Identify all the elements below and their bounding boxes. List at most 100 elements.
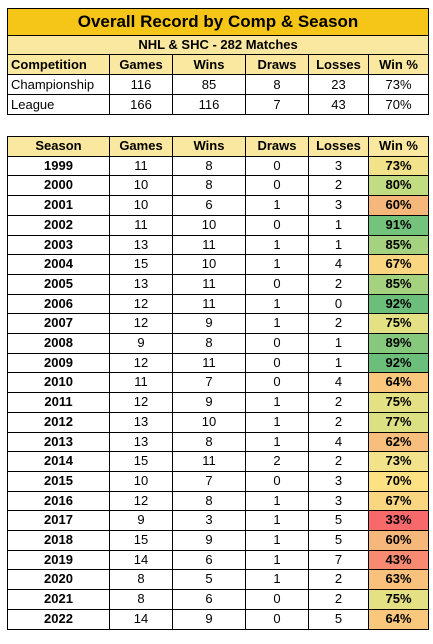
games-cell: 9 bbox=[109, 333, 173, 354]
season-cell: 2009 bbox=[7, 352, 110, 374]
table-row: 2013 13 8 1 4 62% bbox=[7, 431, 429, 453]
wins-cell: 10 bbox=[172, 254, 246, 275]
table-row: 2017 9 3 1 5 33% bbox=[7, 510, 429, 532]
games-cell: 10 bbox=[109, 175, 173, 197]
table-row: 2011 12 9 1 2 75% bbox=[7, 392, 429, 413]
draws-cell: 1 bbox=[245, 254, 309, 275]
draws-cell: 1 bbox=[245, 411, 309, 433]
games-cell: 12 bbox=[109, 392, 173, 413]
wins-cell: 10 bbox=[172, 411, 246, 433]
table-row: League 166 116 7 43 70% bbox=[7, 94, 430, 115]
win-pct-cell: 91% bbox=[368, 214, 429, 236]
games-cell: 11 bbox=[109, 155, 173, 177]
draws-cell: 0 bbox=[245, 352, 309, 374]
page-title: Overall Record by Comp & Season bbox=[6, 8, 430, 36]
draws-cell: 1 bbox=[245, 569, 309, 591]
win-pct-cell: 67% bbox=[368, 490, 429, 512]
win-pct-cell: 70% bbox=[368, 470, 429, 492]
season-header-row: Season Games Wins Draws Losses Win % bbox=[7, 136, 429, 157]
losses-cell: 2 bbox=[308, 569, 369, 591]
draws-cell: 0 bbox=[245, 214, 309, 236]
win-pct-cell: 92% bbox=[368, 352, 429, 374]
table-row: 2015 10 7 0 3 70% bbox=[7, 470, 429, 492]
season-cell: 2008 bbox=[7, 333, 110, 354]
games-cell: 14 bbox=[109, 608, 173, 630]
losses-cell: 23 bbox=[308, 74, 369, 95]
games-cell: 9 bbox=[109, 510, 173, 532]
wins-cell: 8 bbox=[172, 155, 246, 177]
win-pct-cell: 67% bbox=[368, 254, 429, 275]
win-pct-cell: 60% bbox=[368, 530, 429, 551]
draws-cell: 2 bbox=[245, 451, 309, 472]
draws-cell: 0 bbox=[245, 333, 309, 354]
losses-cell: 2 bbox=[308, 175, 369, 197]
season-cell: 2018 bbox=[7, 530, 110, 551]
draws-cell: 1 bbox=[245, 490, 309, 512]
win-pct-cell: 43% bbox=[368, 549, 429, 571]
wins-cell: 8 bbox=[172, 431, 246, 453]
draws-cell: 1 bbox=[245, 313, 309, 335]
season-cell: 2022 bbox=[7, 608, 110, 630]
win-pct-cell: 63% bbox=[368, 569, 429, 591]
column-header: Season bbox=[7, 136, 110, 157]
losses-cell: 1 bbox=[308, 214, 369, 236]
losses-cell: 1 bbox=[308, 352, 369, 374]
losses-cell: 2 bbox=[308, 589, 369, 610]
games-cell: 116 bbox=[109, 74, 173, 95]
games-cell: 13 bbox=[109, 411, 173, 433]
season-table: Season Games Wins Draws Losses Win % 199… bbox=[7, 136, 429, 630]
table-row: 2005 13 11 0 2 85% bbox=[7, 273, 429, 295]
win-pct-cell: 73% bbox=[368, 155, 429, 177]
win-pct-cell: 60% bbox=[368, 195, 429, 216]
games-cell: 10 bbox=[109, 195, 173, 216]
draws-cell: 0 bbox=[245, 608, 309, 630]
season-cell: 2003 bbox=[7, 234, 110, 256]
losses-cell: 1 bbox=[308, 234, 369, 256]
draws-cell: 1 bbox=[245, 293, 309, 315]
column-header: Win % bbox=[367, 54, 430, 75]
draws-cell: 1 bbox=[245, 392, 309, 413]
wins-cell: 9 bbox=[172, 313, 246, 335]
wins-cell: 11 bbox=[172, 352, 246, 374]
draws-cell: 1 bbox=[245, 234, 309, 256]
win-pct-cell: 64% bbox=[368, 608, 429, 630]
draws-cell: 0 bbox=[245, 273, 309, 295]
season-cell: 2016 bbox=[7, 490, 110, 512]
column-header: Draws bbox=[245, 54, 309, 75]
competition-header-row: Competition Games Wins Draws Losses Win … bbox=[7, 54, 430, 75]
wins-cell: 11 bbox=[172, 273, 246, 295]
games-cell: 166 bbox=[109, 94, 173, 115]
season-cell: 2011 bbox=[7, 392, 110, 413]
losses-cell: 3 bbox=[308, 490, 369, 512]
season-cell: 2001 bbox=[7, 195, 110, 216]
season-cell: 2014 bbox=[7, 451, 110, 472]
table-row: 2019 14 6 1 7 43% bbox=[7, 549, 429, 571]
draws-cell: 0 bbox=[245, 175, 309, 197]
losses-cell: 2 bbox=[308, 392, 369, 413]
losses-cell: 2 bbox=[308, 411, 369, 433]
win-pct-cell: 33% bbox=[368, 510, 429, 532]
column-header: Wins bbox=[172, 54, 246, 75]
draws-cell: 8 bbox=[245, 74, 309, 95]
losses-cell: 43 bbox=[308, 94, 369, 115]
column-header: Games bbox=[109, 54, 173, 75]
losses-cell: 3 bbox=[308, 470, 369, 492]
wins-cell: 11 bbox=[172, 451, 246, 472]
draws-cell: 1 bbox=[245, 549, 309, 571]
draws-cell: 1 bbox=[245, 510, 309, 532]
competition-name: Championship bbox=[7, 74, 110, 95]
draws-cell: 1 bbox=[245, 530, 309, 551]
games-cell: 8 bbox=[109, 589, 173, 610]
draws-cell: 0 bbox=[245, 470, 309, 492]
season-cell: 2007 bbox=[7, 313, 110, 335]
column-header: Competition bbox=[7, 54, 110, 75]
table-row: 2016 12 8 1 3 67% bbox=[7, 490, 429, 512]
win-pct-cell: 75% bbox=[368, 392, 429, 413]
season-cell: 2019 bbox=[7, 549, 110, 571]
season-cell: 2012 bbox=[7, 411, 110, 433]
wins-cell: 6 bbox=[172, 549, 246, 571]
wins-cell: 8 bbox=[172, 175, 246, 197]
win-pct-cell: 75% bbox=[368, 313, 429, 335]
win-pct-cell: 85% bbox=[368, 234, 429, 256]
losses-cell: 4 bbox=[308, 254, 369, 275]
